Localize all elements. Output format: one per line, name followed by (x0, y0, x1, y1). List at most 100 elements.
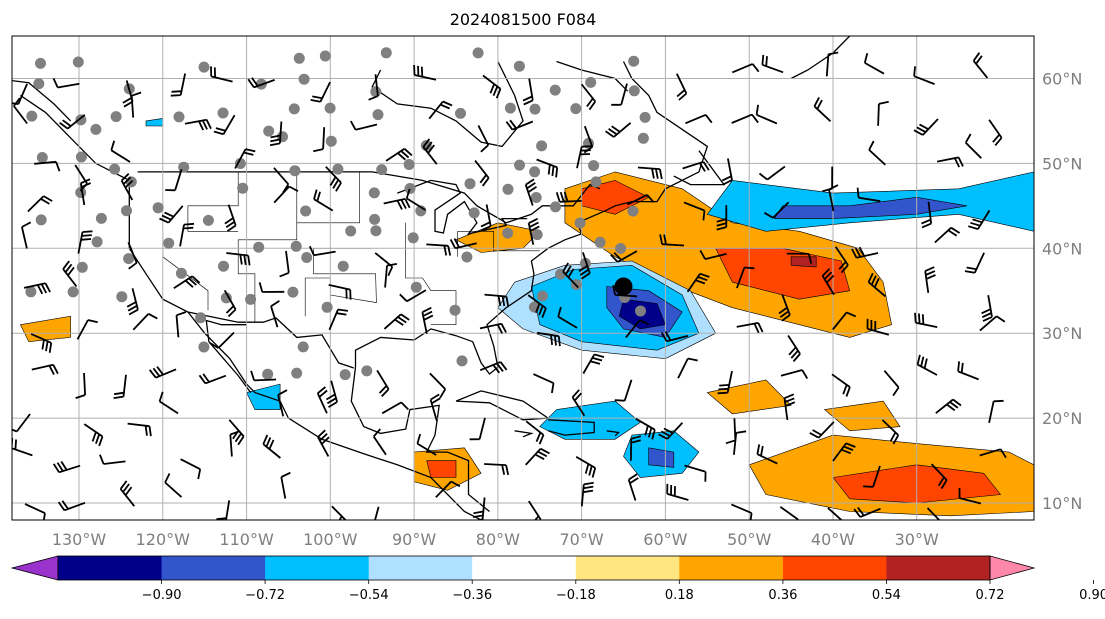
wind-barb (699, 249, 727, 260)
wind-barb (916, 354, 938, 376)
wind-barb (736, 322, 764, 334)
station-dot (536, 140, 548, 152)
wind-barb (213, 114, 236, 136)
wind-barb (474, 160, 490, 187)
wind-barb (374, 506, 380, 520)
anomaly-region (246, 383, 281, 410)
coastline (187, 311, 355, 369)
wind-barb (75, 372, 86, 399)
wind-barb (684, 464, 707, 482)
wind-barb (269, 121, 283, 147)
station-dot (175, 267, 187, 279)
station-dot (464, 178, 476, 190)
station-dot (345, 225, 357, 237)
colorbar-tick-label: −0.54 (349, 588, 389, 603)
wind-barb (247, 77, 275, 89)
longitude-label: 110°W (219, 530, 274, 549)
station-dot (218, 260, 229, 272)
wind-barb (77, 230, 93, 254)
station-dot (369, 213, 381, 225)
colorbar-bin (679, 556, 784, 580)
wind-barb (866, 318, 890, 336)
station-dot (513, 60, 525, 72)
wind-barb (683, 201, 706, 221)
wind-barb (832, 442, 856, 462)
station-dot (75, 114, 87, 126)
station-dot (152, 202, 164, 214)
wind-barb (122, 80, 134, 108)
wind-barb (957, 361, 979, 381)
coastline (205, 319, 252, 393)
wind-barb (868, 140, 886, 166)
longitude-label: 120°W (136, 530, 191, 549)
wind-barb (505, 119, 534, 131)
wind-barb (317, 429, 330, 457)
station-dot (410, 281, 422, 293)
wind-barb (555, 191, 582, 203)
coastline (354, 61, 709, 375)
station-dot (95, 212, 107, 224)
colorbar-bin (161, 556, 266, 580)
latitude-label: 60°N (1042, 70, 1082, 89)
wind-barb (180, 458, 202, 480)
station-dot (361, 365, 373, 377)
station-dot (263, 125, 275, 137)
wind-barb (525, 447, 550, 466)
wind-barb (308, 245, 336, 257)
coastline (137, 171, 601, 224)
wind-barb (981, 295, 993, 322)
colorbar-labels: −0.90 −0.72 −0.54 −0.36 −0.18 0.18 0.36 0.54 0.7… (142, 580, 1105, 603)
station-dot (635, 305, 646, 317)
wind-barb (159, 205, 184, 224)
wind-barb (571, 389, 586, 417)
longitude-label: 100°W (303, 530, 358, 549)
colorbar (10, 555, 1036, 581)
coastline (673, 150, 726, 186)
wind-barb (170, 73, 186, 97)
station-dot (372, 109, 384, 121)
wind-barb (83, 423, 104, 447)
colorbar-tick-label: 0.72 (976, 588, 1005, 603)
wind-barb (381, 401, 409, 415)
station-dot (90, 123, 102, 135)
longitude-label: 40°W (811, 530, 855, 549)
wind-barb (127, 422, 152, 437)
station-dot (370, 225, 382, 237)
wind-barb (12, 83, 28, 105)
station-dot (585, 76, 597, 88)
anomaly-region (790, 256, 817, 268)
colorbar-tick-label: −0.90 (142, 588, 182, 603)
station-dot (537, 290, 548, 302)
coastline (514, 430, 534, 438)
wind-barb (522, 78, 534, 106)
wind-barb (179, 222, 195, 247)
station-dot (368, 187, 380, 199)
wind-barb (626, 193, 655, 206)
wind-barb (731, 63, 760, 74)
station-dot (324, 102, 336, 114)
wind-barb (331, 505, 347, 520)
wind-barbs (12, 51, 1007, 520)
wind-barb (988, 399, 1004, 423)
colorbar-tick-label: −0.72 (245, 588, 285, 603)
station-dot (319, 50, 331, 62)
state-border (187, 171, 239, 232)
wind-barb (127, 242, 138, 270)
wind-barb (913, 66, 935, 85)
station-dot (337, 260, 349, 272)
anomaly-region (426, 460, 457, 478)
station-dot (195, 312, 207, 324)
wind-barb (74, 164, 88, 192)
state-border (237, 171, 298, 323)
wind-barb (325, 380, 338, 408)
wind-barb (413, 64, 437, 81)
wind-barb (533, 373, 555, 394)
station-dot (198, 61, 210, 73)
station-dot (590, 176, 602, 188)
wind-barb (583, 125, 594, 154)
wind-barb (234, 148, 256, 169)
wind-barb (825, 51, 839, 77)
station-dot (291, 367, 303, 379)
wind-barb (575, 456, 597, 478)
anomaly-region (773, 196, 968, 219)
